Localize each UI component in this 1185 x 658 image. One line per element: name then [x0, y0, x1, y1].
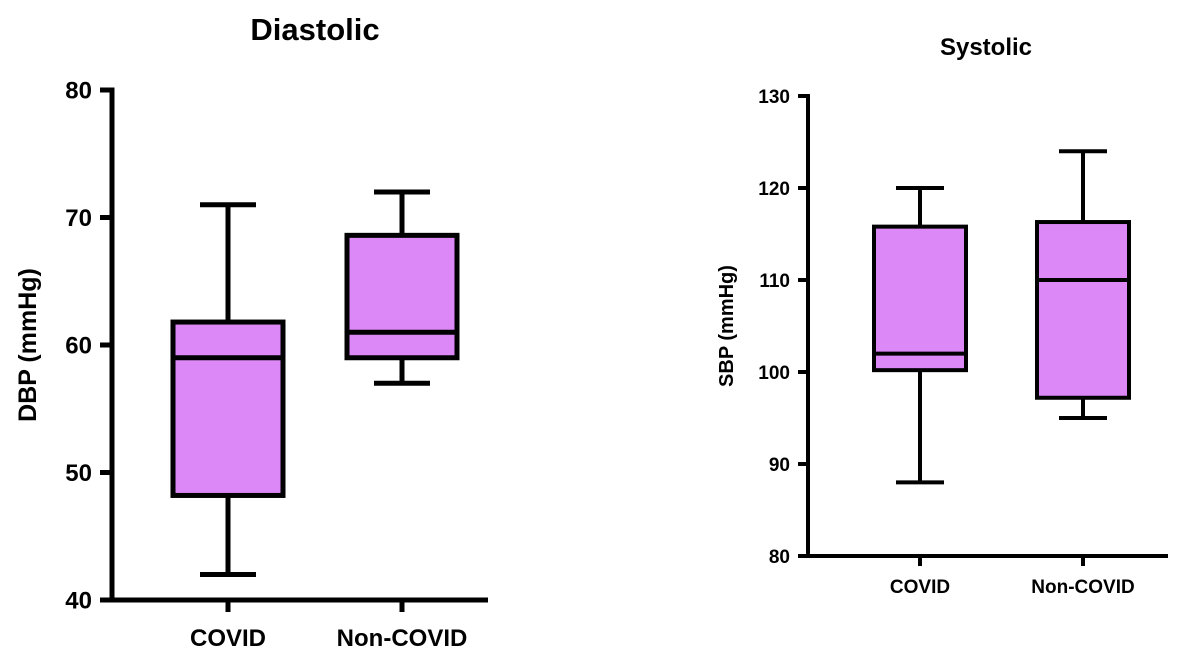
y-tick-label: 130	[758, 87, 790, 108]
box-covid	[170, 202, 286, 577]
box-non-covid	[1035, 149, 1131, 420]
x-category-label: COVID	[890, 577, 950, 598]
y-tick-label: 80	[65, 78, 92, 105]
systolic-panel: Systolic SBP (mmHg) 80 90 100 110 120 130 COVI…	[716, 34, 1168, 598]
y-tick-label: 70	[65, 205, 92, 232]
box-covid	[872, 186, 968, 485]
systolic-title: Systolic	[940, 34, 1032, 61]
y-tick-label: 80	[769, 547, 790, 568]
y-tick-label: 110	[759, 271, 790, 292]
y-tick-label: 100	[758, 363, 790, 384]
y-tick-label: 120	[758, 179, 790, 200]
iqr-box	[872, 224, 968, 373]
systolic-y-axis-label: SBP (mmHg)	[716, 265, 738, 387]
y-tick-label: 90	[769, 455, 790, 476]
diastolic-title: Diastolic	[250, 12, 379, 47]
iqr-box	[344, 232, 460, 361]
x-category-label: Non-COVID	[337, 625, 468, 652]
y-tick-label: 40	[65, 588, 92, 615]
diastolic-y-axis-label: DBP (mmHg)	[14, 268, 42, 422]
y-tick-label: 50	[65, 460, 92, 487]
x-category-label: Non-COVID	[1031, 577, 1134, 598]
x-category-label: COVID	[190, 625, 266, 652]
iqr-box	[1035, 220, 1131, 400]
diastolic-panel: Diastolic DBP (mmHg) 40 50 60 70 80 COVID Non-…	[14, 12, 488, 652]
iqr-box	[170, 319, 286, 498]
box-non-covid	[344, 189, 460, 386]
y-tick-label: 60	[65, 333, 92, 360]
